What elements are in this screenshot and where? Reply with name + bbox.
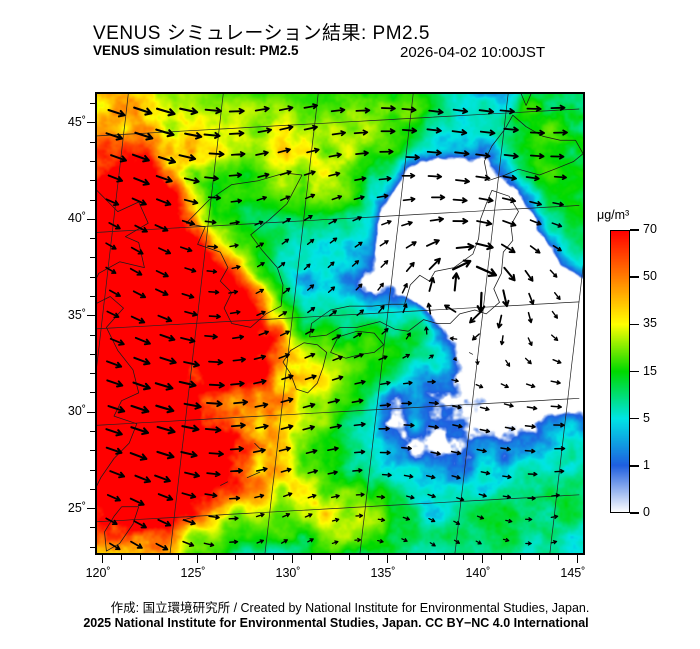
y-axis-major-tick — [87, 122, 95, 124]
x-axis-major-tick — [197, 555, 199, 563]
x-axis-label: 125˚ — [180, 566, 206, 580]
x-axis-major-tick — [292, 555, 294, 563]
y-axis-minor-tick — [90, 392, 95, 394]
x-axis-label: 130˚ — [275, 566, 301, 580]
colorbar — [610, 230, 630, 513]
colorbar-border — [610, 230, 630, 513]
x-axis-minor-tick — [367, 555, 369, 560]
map-plot-area — [95, 92, 585, 555]
y-axis-minor-tick — [90, 103, 95, 105]
page-title-japanese: VENUS シミュレーション結果: PM2.5 — [93, 23, 430, 44]
y-axis-label: 40˚ — [67, 211, 86, 226]
y-axis-minor-tick — [90, 431, 95, 433]
y-axis-minor-tick — [90, 141, 95, 143]
y-axis-minor-tick — [90, 373, 95, 375]
pm25-concentration-heatmap — [95, 92, 585, 555]
colorbar-gradient — [610, 230, 630, 513]
colorbar-tick — [630, 417, 639, 420]
y-axis-major-tick — [87, 411, 95, 413]
x-axis-minor-tick — [140, 555, 142, 560]
y-axis-minor-tick — [90, 488, 95, 490]
y-axis-minor-tick — [90, 160, 95, 162]
colorbar-tick-label: 35 — [643, 316, 657, 331]
colorbar-tick-label: 50 — [643, 269, 657, 284]
x-axis-minor-tick — [178, 555, 180, 560]
x-axis-minor-tick — [348, 555, 350, 560]
x-axis-major-tick — [386, 555, 388, 563]
y-axis-minor-tick — [90, 450, 95, 452]
colorbar-tick-label: 5 — [643, 410, 650, 425]
y-axis-minor-tick — [90, 353, 95, 355]
colorbar-unit-label: μg/m³ — [597, 208, 630, 222]
x-axis-minor-tick — [557, 555, 559, 560]
y-axis-minor-tick — [90, 257, 95, 259]
y-axis-minor-tick — [90, 199, 95, 201]
y-axis-minor-tick — [90, 546, 95, 548]
y-axis-label: 30˚ — [67, 404, 86, 419]
y-axis-major-tick — [87, 218, 95, 220]
y-axis-label: 45˚ — [67, 114, 86, 129]
x-axis-minor-tick — [424, 555, 426, 560]
y-axis-major-tick — [87, 508, 95, 510]
y-axis-minor-tick — [90, 276, 95, 278]
colorbar-tick-label: 15 — [643, 363, 657, 378]
x-axis-label: 145˚ — [560, 566, 586, 580]
y-axis-minor-tick — [90, 238, 95, 240]
colorbar-tick-label: 1 — [643, 457, 650, 472]
x-axis-minor-tick — [330, 555, 331, 560]
colorbar-tick — [630, 370, 639, 373]
x-axis-minor-tick — [216, 555, 218, 560]
y-axis-major-tick — [87, 315, 95, 317]
colorbar-tick — [630, 323, 639, 326]
x-axis-minor-tick — [273, 555, 275, 560]
x-axis-major-tick — [576, 555, 578, 563]
x-axis-minor-tick — [500, 555, 502, 560]
colorbar-tick — [630, 512, 639, 514]
colorbar-tick — [630, 229, 639, 231]
colorbar-tick-label: 70 — [643, 222, 657, 236]
colorbar-tick — [630, 465, 639, 467]
timestamp-label: 2026-04-02 10:00JST — [400, 44, 546, 61]
x-axis-minor-tick — [254, 555, 256, 560]
x-axis-label: 135˚ — [370, 566, 396, 580]
footer-credit-japanese: 作成: 国立環境研究所 / Created by National Instit… — [110, 601, 590, 615]
y-axis-label: 25˚ — [67, 500, 86, 515]
x-axis-minor-tick — [121, 555, 123, 560]
x-axis-minor-tick — [235, 555, 237, 560]
x-axis-major-tick — [481, 555, 483, 563]
x-axis-minor-tick — [462, 555, 464, 560]
x-axis-label: 120˚ — [85, 566, 111, 580]
x-axis-minor-tick — [519, 555, 521, 560]
colorbar-tick-label: 0 — [643, 505, 650, 519]
y-axis-minor-tick — [90, 295, 95, 297]
y-axis-minor-tick — [90, 334, 95, 336]
colorbar-tick — [630, 276, 639, 278]
x-axis-major-tick — [102, 555, 104, 563]
y-axis-minor-tick — [90, 469, 95, 471]
y-axis-label: 35˚ — [67, 307, 86, 322]
footer-credit-license: 2025 National Institute for Environmenta… — [83, 616, 589, 630]
y-axis-minor-tick — [90, 527, 95, 529]
x-axis-minor-tick — [443, 555, 445, 560]
y-axis-minor-tick — [90, 180, 95, 182]
page-title-english: VENUS simulation result: PM2.5 — [93, 43, 299, 58]
x-axis-minor-tick — [538, 555, 540, 560]
x-axis-minor-tick — [405, 555, 407, 560]
x-axis-minor-tick — [159, 555, 161, 560]
x-axis-label: 140˚ — [465, 566, 491, 580]
x-axis-minor-tick — [311, 555, 312, 560]
